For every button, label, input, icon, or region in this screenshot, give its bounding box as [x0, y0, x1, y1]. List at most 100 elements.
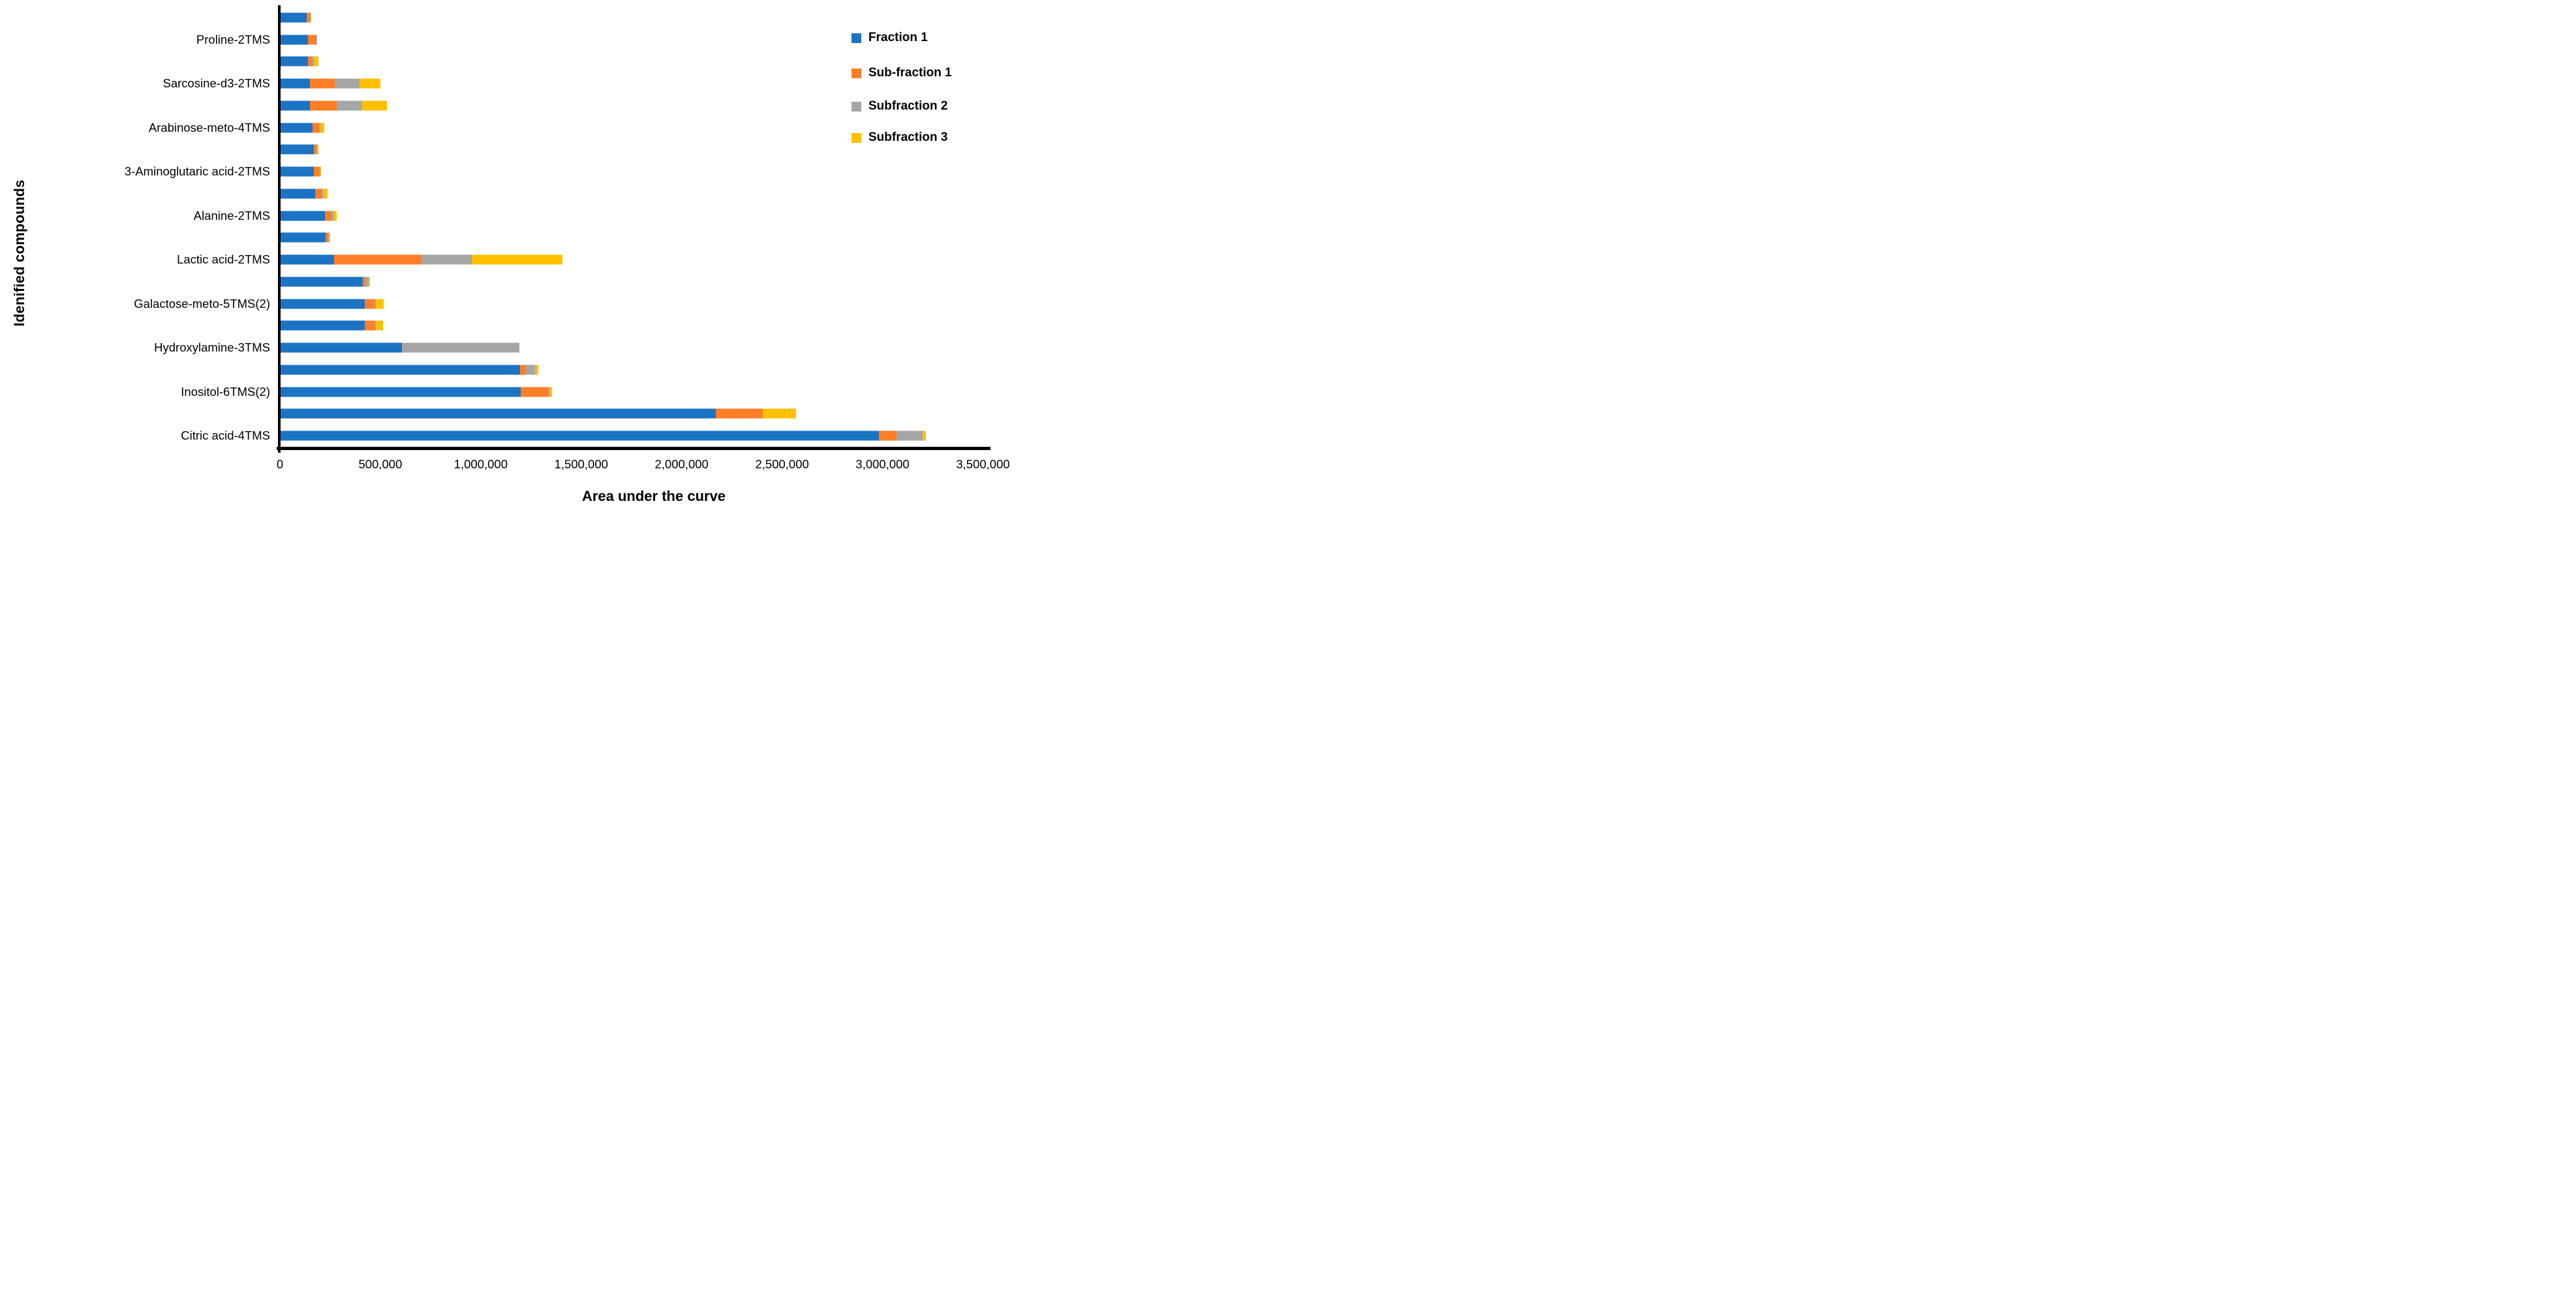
category-label: Sarcosine-d3-2TMS — [162, 76, 270, 91]
legend-label: Sub-fraction 1 — [868, 66, 952, 80]
bar-segment-sub-fraction-1 — [879, 430, 897, 441]
bar-segment-sub-fraction-1 — [308, 35, 316, 45]
legend-item: Subfraction 3 — [851, 128, 947, 147]
bar-segment-subfraction-3 — [320, 123, 324, 133]
bar-segment-sub-fraction-1 — [362, 277, 365, 287]
bar-segment-subfraction-2 — [318, 123, 320, 133]
category-label: Galactose-meto-5TMS(2) — [134, 296, 270, 310]
bar-segment-subfraction-3 — [535, 365, 538, 375]
bar-row — [0, 51, 1031, 73]
stacked-bar — [280, 123, 324, 133]
stacked-bar — [280, 78, 380, 89]
bar-segment-subfraction-2 — [322, 189, 323, 199]
category-label: 3-Aminoglutaric acid-2TMS — [124, 164, 270, 179]
stacked-bar — [280, 211, 337, 221]
bar-row — [0, 315, 1031, 337]
bar-row: Sarcosine-d3-2TMS — [0, 72, 1031, 95]
stacked-bar — [280, 232, 330, 243]
bar-segment-sub-fraction-1 — [519, 365, 527, 375]
stacked-bar — [280, 166, 321, 177]
bar-segment-fraction-1 — [280, 123, 313, 133]
bar-segment-fraction-1 — [280, 408, 716, 419]
bar-row — [0, 271, 1031, 293]
category-label — [0, 403, 270, 425]
bar-segment-subfraction-2 — [526, 365, 536, 375]
bar-segment-fraction-1 — [280, 320, 365, 331]
bar-segment-subfraction-3 — [333, 211, 337, 221]
bar-segment-fraction-1 — [280, 144, 314, 155]
bar-row: Hydroxylamine-3TMS — [0, 337, 1031, 359]
x-tick-label: 2,000,000 — [654, 457, 709, 471]
bar-segment-fraction-1 — [280, 35, 309, 45]
bar-segment-sub-fraction-1 — [315, 189, 322, 199]
bar-row: Arabinose-meto-4TMS — [0, 117, 1031, 139]
bar-segment-subfraction-2 — [331, 211, 334, 221]
bar-segment-sub-fraction-1 — [313, 144, 317, 155]
bar-segment-subfraction-2 — [309, 12, 311, 23]
bar-segment-sub-fraction-1 — [333, 254, 422, 265]
stacked-bar — [280, 430, 927, 441]
category-label — [0, 271, 270, 293]
bar-segment-subfraction-3 — [320, 166, 321, 177]
bar-segment-subfraction-3 — [549, 387, 553, 397]
bar-segment-subfraction-3 — [762, 408, 797, 419]
bar-segment-fraction-1 — [280, 56, 309, 67]
bar-segment-subfraction-3 — [316, 144, 319, 155]
bar-row — [0, 139, 1031, 161]
legend-label: Fraction 1 — [868, 31, 928, 44]
category-label: Alanine-2TMS — [193, 208, 270, 222]
bar-segment-fraction-1 — [280, 365, 520, 375]
stacked-bar — [280, 408, 797, 419]
bar-segment-subfraction-3 — [368, 277, 370, 287]
bar-segment-fraction-1 — [280, 166, 314, 177]
bar-segment-fraction-1 — [280, 12, 307, 23]
bar-segment-subfraction-3 — [360, 78, 380, 89]
stacked-bar — [280, 144, 319, 155]
bar-segment-fraction-1 — [280, 100, 311, 111]
bar-row — [0, 359, 1031, 381]
x-tick-label: 2,500,000 — [755, 457, 809, 471]
category-label: Inositol-6TMS(2) — [181, 384, 270, 399]
bar-segment-subfraction-2 — [335, 78, 360, 89]
bar-segment-subfraction-2 — [421, 254, 472, 265]
legend-item: Subfraction 2 — [851, 97, 947, 115]
legend-item: Sub-fraction 1 — [851, 64, 952, 82]
bar-segment-subfraction-3 — [376, 320, 383, 331]
x-axis-line — [277, 447, 990, 450]
bar-segment-subfraction-3 — [322, 189, 328, 199]
stacked-bar — [280, 387, 553, 397]
bar-segment-fraction-1 — [280, 189, 316, 199]
category-label — [0, 183, 270, 205]
bar-segment-subfraction-2 — [337, 100, 363, 111]
legend-swatch-icon — [851, 101, 861, 112]
x-tick-label: 1,500,000 — [554, 457, 608, 471]
bar-segment-sub-fraction-1 — [325, 211, 332, 221]
stacked-bar — [280, 365, 538, 375]
bar-segment-subfraction-3 — [362, 100, 388, 111]
bar-segment-fraction-1 — [280, 277, 363, 287]
bar-segment-fraction-1 — [280, 232, 326, 243]
bar-segment-sub-fraction-1 — [310, 100, 337, 111]
bar-row: Inositol-6TMS(2) — [0, 381, 1031, 403]
category-label: Proline-2TMS — [196, 32, 270, 46]
bar-row — [0, 227, 1031, 249]
category-label: Citric acid-4TMS — [181, 429, 270, 443]
stacked-bar — [280, 12, 311, 23]
legend-swatch-icon — [851, 68, 861, 78]
bar-segment-sub-fraction-1 — [326, 232, 329, 243]
category-label — [0, 95, 270, 117]
bar-segment-sub-fraction-1 — [308, 56, 313, 67]
bar-segment-sub-fraction-1 — [364, 320, 375, 331]
bar-segment-subfraction-3 — [922, 430, 927, 441]
bar-segment-sub-fraction-1 — [313, 123, 319, 133]
x-tick-label: 3,000,000 — [855, 457, 910, 471]
category-label — [0, 139, 270, 161]
stacked-bar — [280, 299, 384, 309]
bar-segment-subfraction-3 — [472, 254, 562, 265]
bar-row — [0, 95, 1031, 117]
x-tick-label: 500,000 — [358, 457, 403, 471]
stacked-bar — [280, 100, 388, 111]
bar-row: Alanine-2TMS — [0, 205, 1031, 227]
bar-row: Proline-2TMS — [0, 29, 1031, 51]
category-label — [0, 227, 270, 249]
